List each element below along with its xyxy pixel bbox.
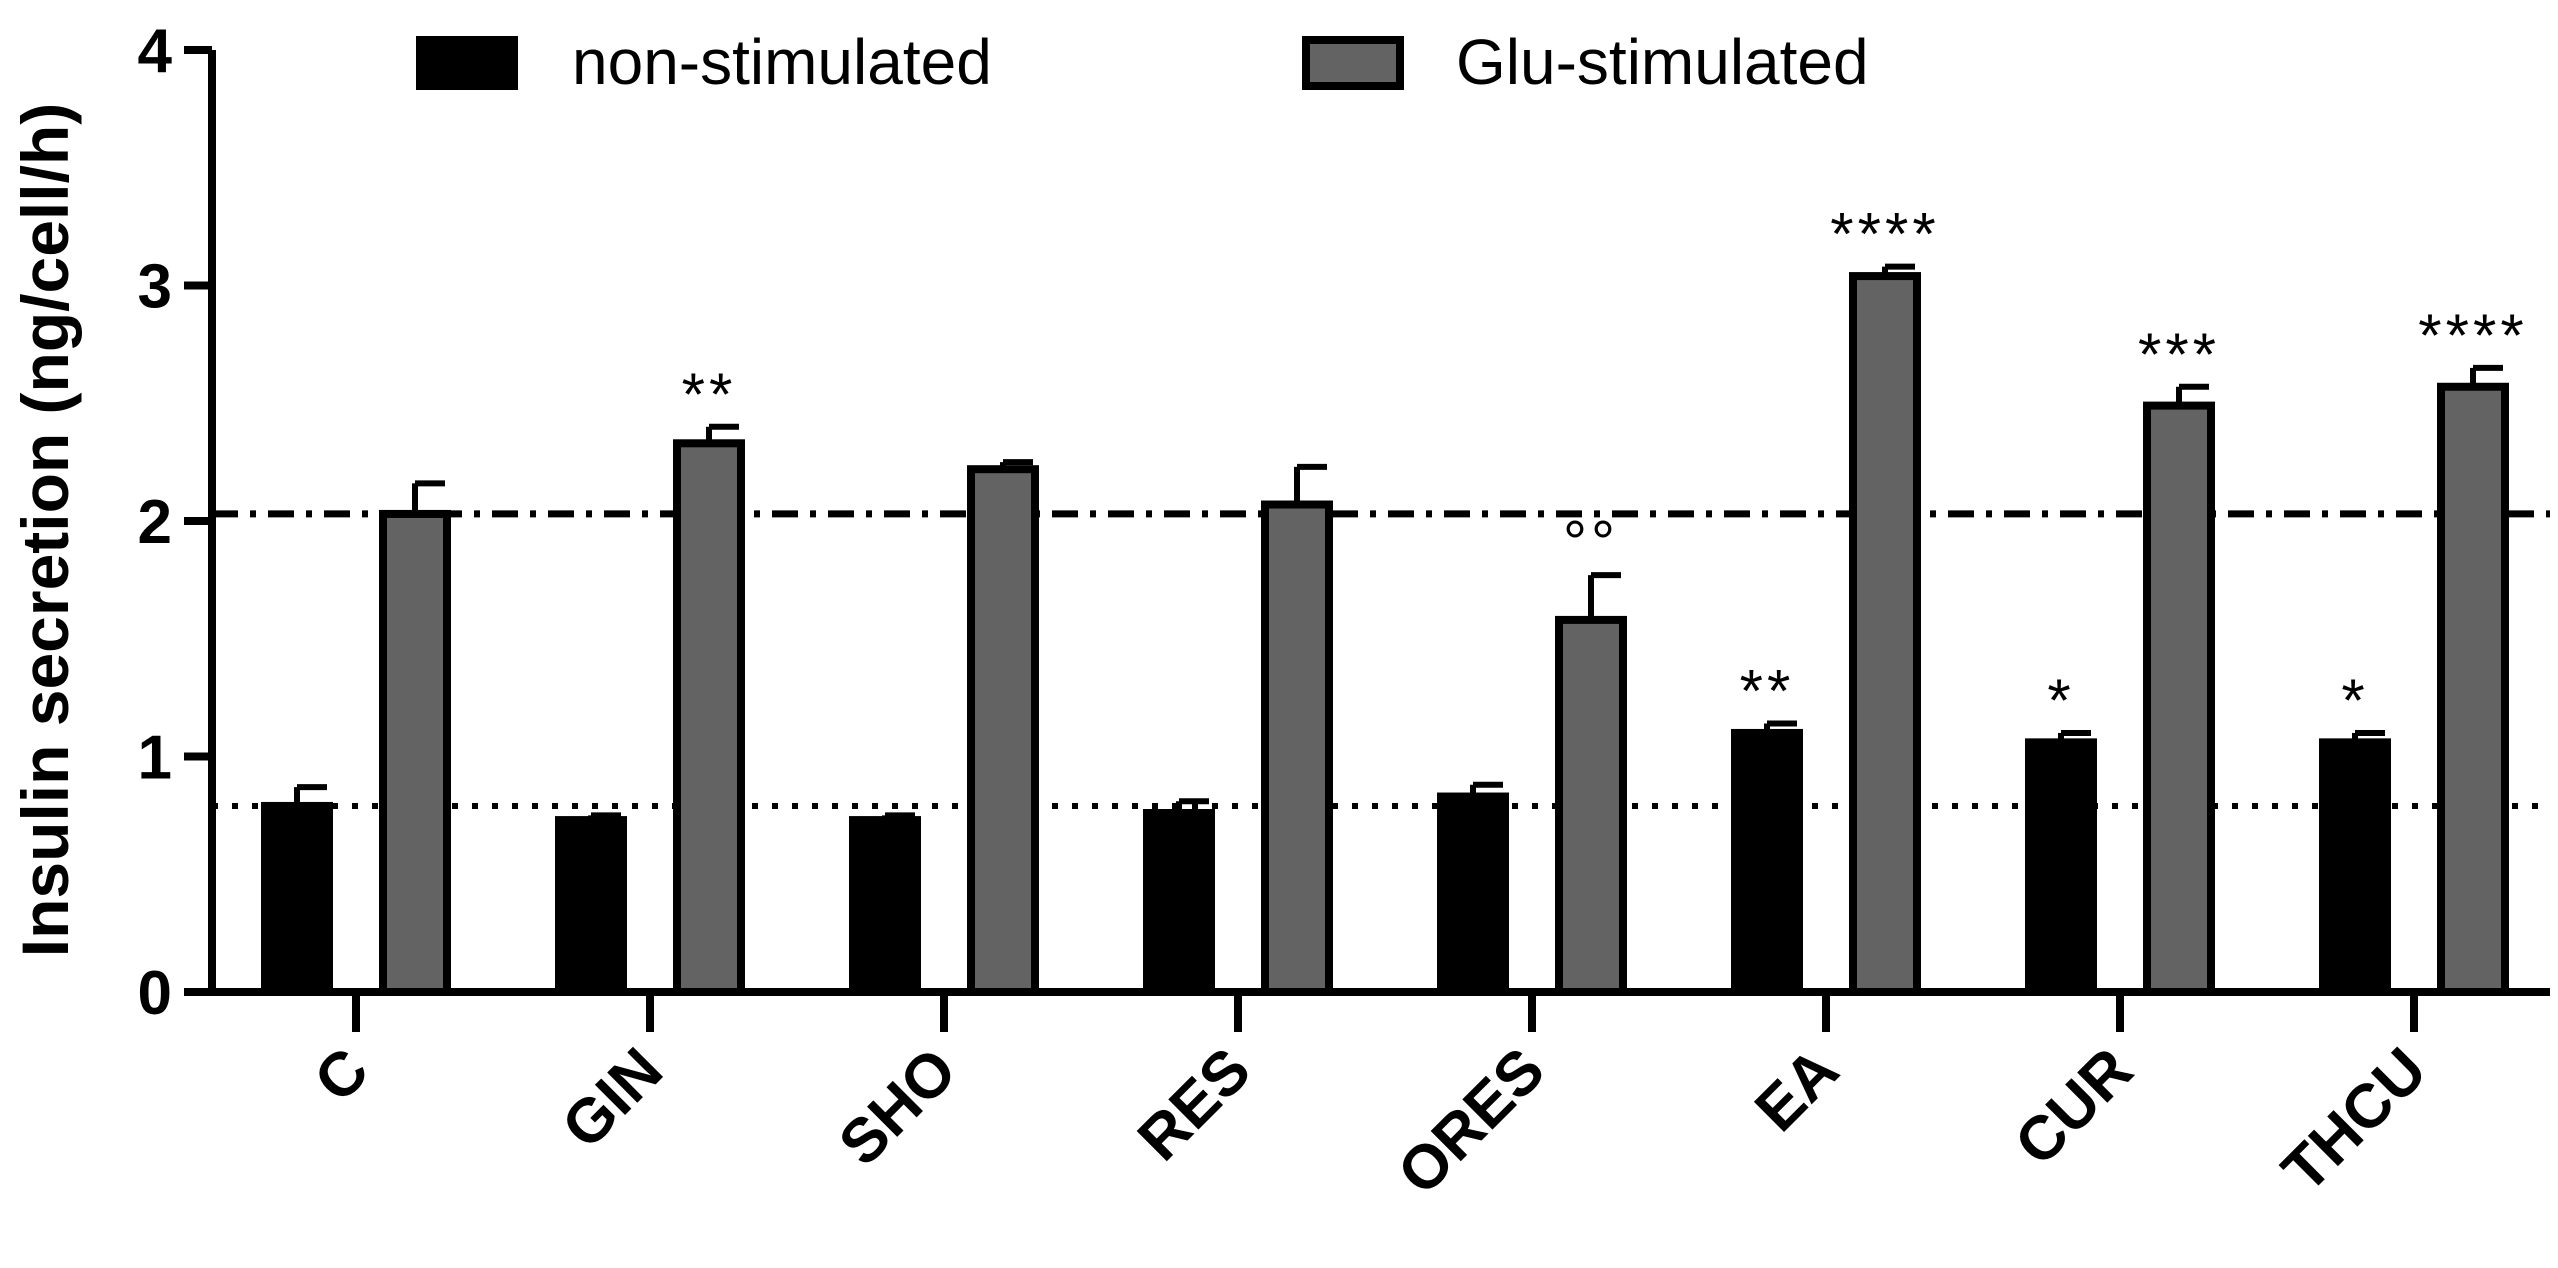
significance-glu-stimulated-cur: *** bbox=[2138, 321, 2220, 388]
bar-glu-stimulated-gin bbox=[673, 439, 745, 997]
legend-label-non-stimulated: non-stimulated bbox=[572, 26, 992, 98]
bar-glu-stimulated-sho bbox=[967, 465, 1039, 996]
significance-non-stimulated-thcu: * bbox=[2341, 667, 2368, 734]
y-tick-label-2: 2 bbox=[138, 488, 172, 557]
bar-glu-stimulated-ea bbox=[1849, 272, 1921, 996]
significance-non-stimulated-ea: ** bbox=[1740, 658, 1795, 725]
legend-swatch-glu-stimulated bbox=[1302, 36, 1404, 90]
legend-swatch-non-stimulated bbox=[416, 36, 518, 90]
x-tick-label-res: RES bbox=[1125, 1035, 1264, 1174]
bar-non-stimulated-res bbox=[1143, 809, 1215, 997]
significance-glu-stimulated-ores: °° bbox=[1563, 509, 1619, 576]
y-tick-label-4: 4 bbox=[138, 17, 173, 86]
x-tick-label-cur: CUR bbox=[2002, 1035, 2146, 1179]
bar-glu-stimulated-ores bbox=[1555, 615, 1627, 996]
bar-glu-stimulated-res bbox=[1261, 500, 1333, 996]
legend: non-stimulated Glu-stimulated bbox=[416, 26, 1869, 98]
bar-non-stimulated-ores bbox=[1437, 792, 1509, 996]
bar-glu-stimulated-c bbox=[379, 509, 451, 996]
significance-glu-stimulated-gin: ** bbox=[682, 361, 737, 428]
bar-non-stimulated-gin bbox=[555, 816, 627, 997]
y-tick-label-1: 1 bbox=[138, 724, 172, 793]
x-tick-label-ea: EA bbox=[1742, 1035, 1852, 1145]
bar-non-stimulated-cur bbox=[2025, 738, 2097, 996]
x-tick-label-c: C bbox=[301, 1035, 381, 1115]
bar-non-stimulated-ea bbox=[1731, 728, 1803, 996]
x-tick-label-thcu: THCU bbox=[2269, 1035, 2440, 1206]
significance-non-stimulated-cur: * bbox=[2047, 667, 2074, 734]
significance-glu-stimulated-thcu: **** bbox=[2418, 302, 2527, 369]
y-tick-label-0: 0 bbox=[138, 959, 172, 1028]
bar-glu-stimulated-cur bbox=[2143, 401, 2215, 997]
legend-label-glu-stimulated: Glu-stimulated bbox=[1456, 26, 1869, 98]
bar-glu-stimulated-thcu bbox=[2437, 382, 2509, 996]
x-tick-label-sho: SHO bbox=[826, 1035, 970, 1179]
significance-glu-stimulated-ea: **** bbox=[1830, 201, 1939, 268]
bar-non-stimulated-sho bbox=[849, 816, 921, 997]
y-axis-title: Insulin secretion (ng/cell/h) bbox=[8, 103, 82, 957]
x-tick-label-gin: GIN bbox=[549, 1035, 676, 1162]
bar-non-stimulated-thcu bbox=[2319, 738, 2391, 996]
x-tick-label-ores: ORES bbox=[1385, 1035, 1558, 1208]
y-tick-label-3: 3 bbox=[138, 253, 172, 322]
bar-non-stimulated-c bbox=[261, 801, 333, 997]
